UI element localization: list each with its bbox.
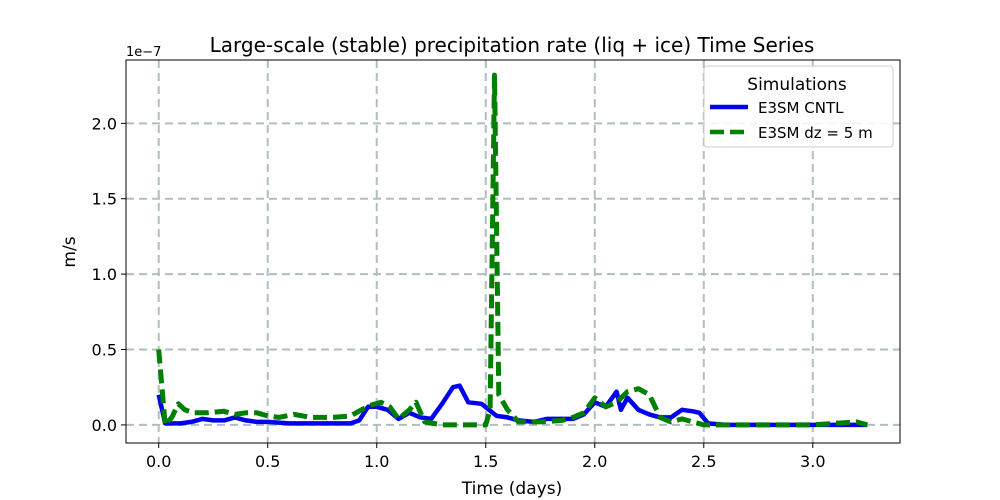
x-axis: 0.0 0.5 1.0 1.5 2.0 2.5 3.0 [146,443,826,471]
y-axis-label: m/s [60,236,80,267]
series-line-e3sm-cntl [156,383,868,428]
x-axis-label: Time (days) [461,479,562,499]
series-line-e3sm-dz-5-m [156,72,868,428]
y-tick-label: 0.0 [92,416,117,435]
x-tick-label: 1.0 [364,452,389,471]
x-tick-label: 2.5 [691,452,716,471]
y-tick-label: 0.5 [92,341,117,360]
x-tick-label: 3.0 [800,452,825,471]
plot-frame [125,59,901,444]
legend-title: Simulations [747,75,847,95]
legend-label-e3sm-cntl: E3SM CNTL [758,99,844,117]
y-tick-label: 1.5 [92,190,117,209]
x-tick-label: 0.5 [255,452,280,471]
legend-label-e3sm-dz-5m: E3SM dz = 5 m [758,124,873,142]
y-tick-label: 2.0 [92,114,117,133]
chart-title: Large-scale (stable) precipitation rate … [210,33,815,57]
x-tick-label: 0.0 [146,452,171,471]
y-tick-label: 1.0 [92,265,117,284]
legend-box [703,65,894,148]
series-lines [156,72,868,428]
y-offset-label: 1e−7 [126,45,161,60]
x-tick-label: 1.5 [473,452,498,471]
legend: Simulations E3SM CNTL E3SM dz = 5 m [703,65,894,148]
x-tick-label: 2.0 [582,452,607,471]
y-axis: 0.0 0.5 1.0 1.5 2.0 [92,114,126,435]
